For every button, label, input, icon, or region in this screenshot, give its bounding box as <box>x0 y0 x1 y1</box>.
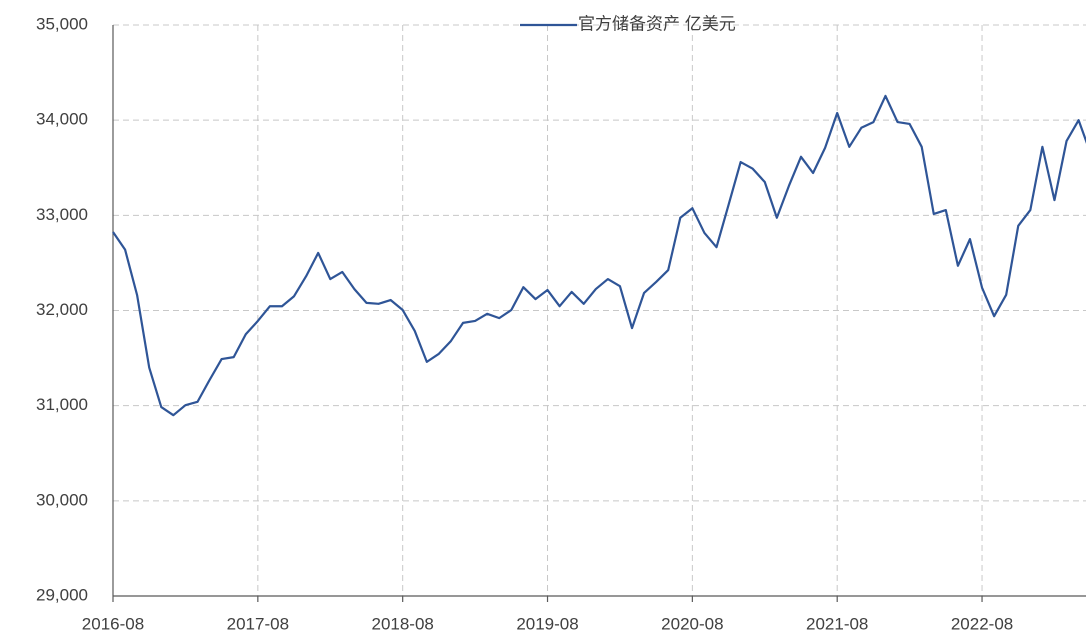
x-tick-label: 2017-08 <box>227 614 289 633</box>
x-tick-label: 2021-08 <box>806 614 868 633</box>
x-tick-label: 2022-08 <box>951 614 1013 633</box>
x-tick-label: 2016-08 <box>82 614 144 633</box>
x-tick-label: 2018-08 <box>371 614 433 633</box>
x-tick-label: 2019-08 <box>516 614 578 633</box>
y-tick-label: 34,000 <box>36 110 88 129</box>
y-tick-label: 30,000 <box>36 490 88 509</box>
y-tick-label: 35,000 <box>36 14 88 33</box>
series-line <box>112 94 1086 417</box>
y-tick-label: 32,000 <box>36 300 88 319</box>
y-tick-label: 33,000 <box>36 205 88 224</box>
legend-label: 官方储备资产 亿美元 <box>578 14 736 33</box>
y-tick-label: 29,000 <box>36 585 88 604</box>
x-tick-label: 2020-08 <box>661 614 723 633</box>
y-tick-label: 31,000 <box>36 395 88 414</box>
